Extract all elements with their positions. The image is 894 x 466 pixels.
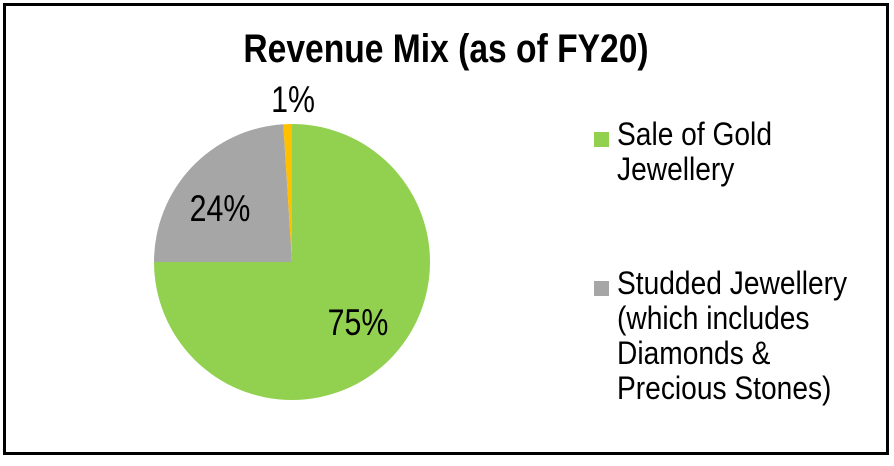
legend: Sale of Gold Jewellery Studded Jewellery… xyxy=(6,6,886,452)
legend-label-line: Jewellery xyxy=(617,151,735,187)
pie-slice-label: 24% xyxy=(190,188,251,230)
pie-slice-label: 1% xyxy=(271,79,315,121)
legend-swatch-studded-icon xyxy=(594,281,609,296)
legend-swatch-gold-icon xyxy=(594,132,609,147)
pie-slice-studded-jewellery xyxy=(154,124,292,263)
chart-frame: Revenue Mix (as of FY20) 75% 24% 1% Sale o… xyxy=(3,3,889,455)
legend-item-gold-jewellery: Sale of Gold Jewellery xyxy=(594,117,793,187)
legend-label-line: Precious Stones) xyxy=(617,370,832,406)
legend-item-studded-jewellery: Studded Jewellery (which includes Diamon… xyxy=(594,266,878,406)
legend-label-line: Sale of Gold xyxy=(617,116,772,152)
legend-label-line: Diamonds & xyxy=(617,335,771,371)
legend-text-studded-jewellery: Studded Jewellery (which includes Diamon… xyxy=(617,266,847,406)
pie-chart: 75% 24% 1% xyxy=(154,79,430,400)
chart-title: Revenue Mix (as of FY20) xyxy=(243,27,649,71)
pie-slice-label: 75% xyxy=(328,302,389,344)
legend-text-gold-jewellery: Sale of Gold Jewellery xyxy=(617,117,772,187)
pie-slice-minor xyxy=(283,123,292,262)
legend-label-line: Studded Jewellery xyxy=(617,265,848,301)
legend-label-line: (which includes xyxy=(617,300,810,336)
